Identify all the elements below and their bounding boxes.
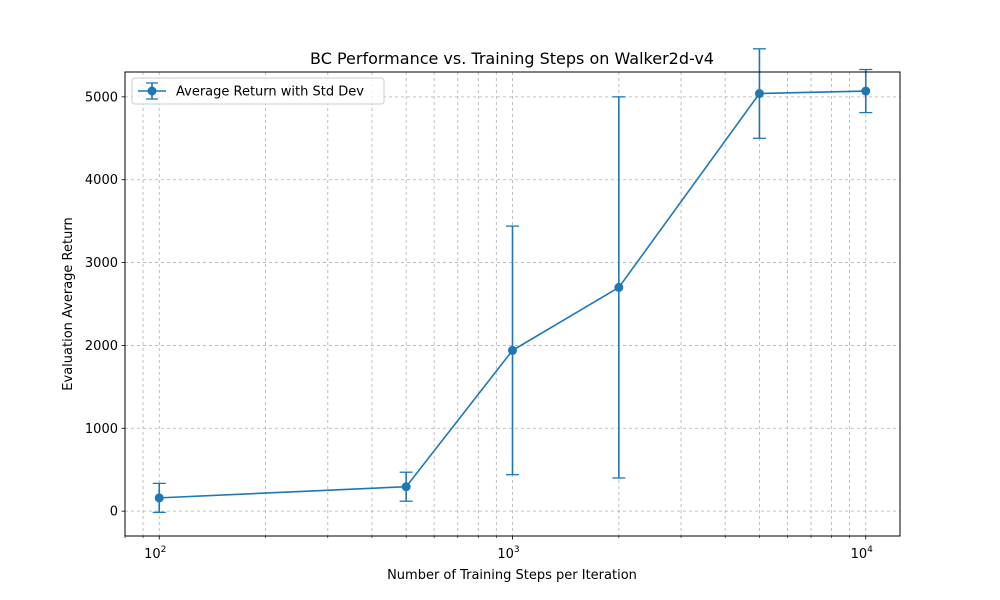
data-point <box>614 282 624 292</box>
y-tick-label: 0 <box>110 505 118 520</box>
x-axis-label: Number of Training Steps per Iteration <box>387 568 637 583</box>
data-point <box>861 86 871 96</box>
x-tick-label-base: 10 <box>144 547 161 562</box>
legend-box <box>131 77 385 105</box>
x-tick-label-exponent: 3 <box>514 545 520 555</box>
x-tick-label: 102 <box>144 545 166 562</box>
y-tick-label: 5000 <box>85 90 118 105</box>
y-tick-label: 2000 <box>85 339 118 354</box>
legend-point-marker <box>147 86 157 96</box>
x-axis: 102 103 104 <box>124 536 874 562</box>
y-tick-label: 4000 <box>85 173 118 188</box>
x-tick-label: 104 <box>851 545 874 562</box>
x-tick-label: 103 <box>497 545 519 562</box>
legend: Average Return with Std Dev <box>131 77 385 105</box>
y-axis: 0 1000 2000 3000 4000 5000 <box>85 90 125 520</box>
data-point <box>754 89 764 99</box>
data-point <box>401 482 411 492</box>
legend-label: Average Return with Std Dev <box>176 85 364 100</box>
series-line <box>159 90 866 499</box>
data-point <box>154 493 164 503</box>
x-tick-label-exponent: 2 <box>161 545 167 555</box>
plot-area-frame <box>124 71 901 537</box>
plot-series <box>152 48 873 514</box>
y-tick-label: 3000 <box>85 256 118 271</box>
y-axis-label: Evaluation Average Return <box>61 217 76 390</box>
x-tick-label-base: 10 <box>497 547 514 562</box>
chart-title: BC Performance vs. Training Steps on Wal… <box>310 49 714 68</box>
y-tick-label: 1000 <box>85 422 118 437</box>
x-tick-label-base: 10 <box>851 547 868 562</box>
x-tick-label-exponent: 4 <box>867 545 873 555</box>
data-point <box>508 345 517 355</box>
